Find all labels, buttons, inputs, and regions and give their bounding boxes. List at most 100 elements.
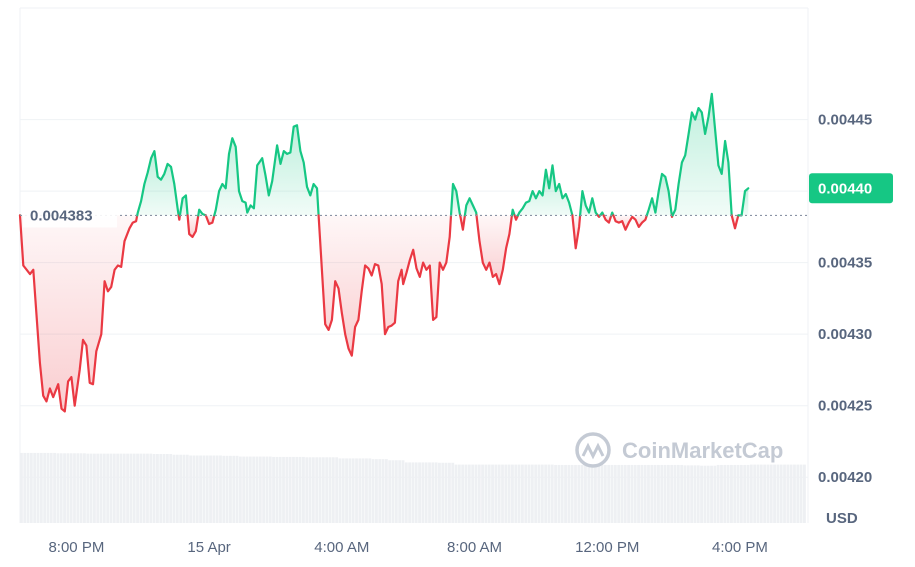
volume-bar bbox=[660, 464, 664, 523]
volume-bar bbox=[83, 453, 86, 523]
volume-bar bbox=[192, 455, 196, 523]
volume-bar bbox=[477, 464, 481, 523]
volume-bar bbox=[481, 464, 485, 523]
volume-bar bbox=[26, 452, 30, 523]
volume-bar bbox=[696, 465, 700, 523]
y-tick-label: 0.00420 bbox=[818, 469, 872, 486]
volume-bar bbox=[666, 464, 670, 523]
x-tick-label: 15 Apr bbox=[187, 539, 230, 556]
volume-bar bbox=[258, 456, 262, 523]
volume-bar bbox=[185, 454, 189, 523]
x-tick-label: 4:00 AM bbox=[314, 539, 369, 556]
price-line-down bbox=[459, 214, 466, 231]
volume-bar bbox=[321, 457, 325, 523]
volume-bar bbox=[162, 454, 166, 523]
volume-bar bbox=[590, 464, 594, 523]
volume-bar bbox=[763, 464, 767, 523]
volume-bar bbox=[36, 452, 40, 523]
volume-bar bbox=[112, 453, 116, 523]
volume-bar bbox=[720, 464, 723, 523]
volume-bar bbox=[799, 464, 803, 523]
volume-bar bbox=[361, 458, 365, 523]
volume-bar bbox=[66, 453, 70, 523]
volume-bar bbox=[637, 464, 640, 523]
volume-bar bbox=[448, 462, 451, 523]
x-tick-label: 4:00 PM bbox=[712, 539, 768, 556]
volume-bar bbox=[716, 464, 720, 523]
volume-bar bbox=[29, 452, 33, 523]
volume-bar bbox=[175, 454, 179, 523]
volume-bar bbox=[282, 456, 285, 523]
volume-bar bbox=[132, 453, 136, 523]
volume-bar bbox=[457, 464, 461, 523]
reference-price-label: 0.004383 bbox=[30, 207, 93, 224]
volume-bar bbox=[89, 453, 93, 523]
volume-bar bbox=[305, 457, 309, 523]
volume-bar bbox=[610, 464, 614, 523]
volume-bar bbox=[53, 452, 56, 523]
volume-bar bbox=[351, 458, 355, 523]
volume-bar bbox=[295, 456, 299, 523]
volume-bar bbox=[647, 464, 650, 523]
price-line-down bbox=[18, 214, 139, 413]
volume-bar bbox=[199, 455, 202, 523]
volume-bar bbox=[262, 456, 266, 523]
volume-bar bbox=[46, 452, 50, 523]
volume-bar bbox=[341, 458, 345, 523]
volume-bar bbox=[391, 460, 395, 523]
area-below-reference bbox=[318, 215, 451, 356]
volume-bar bbox=[142, 453, 146, 523]
volume-bar bbox=[431, 462, 435, 523]
volume-bar bbox=[451, 462, 455, 523]
volume-bar bbox=[49, 452, 53, 523]
volume-bar bbox=[375, 459, 378, 523]
volume-bar bbox=[511, 464, 514, 523]
price-line-up bbox=[516, 164, 574, 217]
volume-bar bbox=[401, 460, 405, 523]
volume-bar bbox=[550, 464, 554, 523]
price-line-up bbox=[449, 182, 462, 217]
volume-bar bbox=[497, 464, 501, 523]
volume-bar bbox=[756, 464, 760, 523]
volume-bar bbox=[501, 464, 504, 523]
volume-bar bbox=[706, 465, 710, 523]
volume-bar bbox=[139, 453, 143, 523]
volume-bar bbox=[584, 464, 587, 523]
volume-bar bbox=[345, 458, 348, 523]
volume-bar bbox=[149, 453, 153, 523]
price-line-up bbox=[178, 194, 189, 217]
volume-bar bbox=[232, 455, 236, 523]
volume-bar bbox=[371, 459, 375, 523]
volume-bar bbox=[394, 460, 398, 523]
volume-bar bbox=[600, 464, 604, 523]
volume-bar bbox=[252, 456, 256, 523]
volume-bar bbox=[119, 453, 123, 523]
volume-bar bbox=[577, 464, 581, 523]
volume-bar bbox=[627, 464, 630, 523]
volume-bar bbox=[328, 457, 332, 523]
volume-bar bbox=[597, 464, 601, 523]
volume-bar bbox=[534, 464, 538, 523]
volume-bar bbox=[179, 454, 183, 523]
volume-bars bbox=[20, 452, 806, 523]
volume-bar bbox=[746, 464, 750, 523]
volume-bar bbox=[700, 465, 703, 523]
volume-bar bbox=[99, 453, 103, 523]
volume-bar bbox=[474, 464, 478, 523]
volume-bar bbox=[517, 464, 521, 523]
volume-bar bbox=[205, 455, 209, 523]
price-line-up bbox=[463, 197, 478, 217]
volume-bar bbox=[467, 464, 471, 523]
volume-bar bbox=[195, 455, 199, 523]
volume-bar bbox=[358, 458, 362, 523]
volume-bar bbox=[613, 464, 617, 523]
volume-bar bbox=[325, 457, 329, 523]
volume-bar bbox=[491, 464, 494, 523]
volume-bar bbox=[219, 455, 222, 523]
volume-bar bbox=[63, 453, 66, 523]
volume-bar bbox=[434, 462, 438, 523]
volume-bar bbox=[116, 453, 120, 523]
axes: 0.00445 0.00440 0.00435 0.00430 0.00425 0.004… bbox=[20, 112, 893, 556]
